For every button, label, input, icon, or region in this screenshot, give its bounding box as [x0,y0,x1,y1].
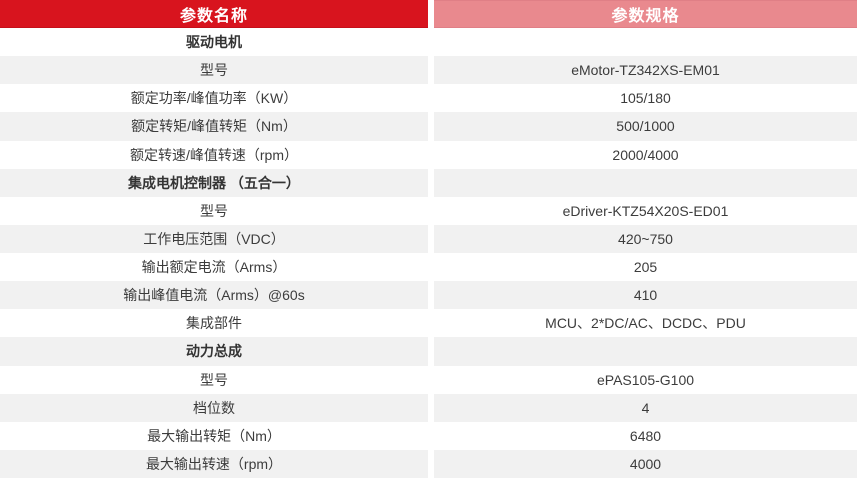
param-name-cell: 额定转速/峰值转速（rpm） [0,140,428,169]
table-row: 额定转矩/峰值转矩（Nm） 500/1000 [0,112,857,141]
param-name-cell: 集成部件 [0,309,428,338]
param-name-cell: 工作电压范围（VDC） [0,224,428,253]
table-row: 驱动电机 [0,28,857,57]
table-row: 型号 ePAS105-G100 [0,365,857,394]
table-row: 额定转速/峰值转速（rpm） 2000/4000 [0,140,857,169]
header-param-spec: 参数规格 [434,0,857,28]
param-spec-cell: eDriver-KTZ54X20S-ED01 [434,196,857,225]
table-body: 驱动电机 型号 eMotor-TZ342XS-EM01 额定功率/峰值功率（KW… [0,28,857,478]
param-spec-cell [434,28,857,57]
table-row: 档位数 4 [0,393,857,422]
table-header-row: 参数名称 参数规格 [0,0,857,28]
param-name-cell: 型号 [0,365,428,394]
param-spec-cell [434,337,857,366]
param-spec-cell: 4 [434,393,857,422]
table-row: 输出峰值电流（Arms）@60s 410 [0,281,857,310]
param-name-cell: 额定功率/峰值功率（KW） [0,84,428,113]
param-spec-cell: ePAS105-G100 [434,365,857,394]
param-name-cell: 额定转矩/峰值转矩（Nm） [0,112,428,141]
param-spec-cell: 105/180 [434,84,857,113]
param-spec-cell: 410 [434,281,857,310]
param-spec-cell: eMotor-TZ342XS-EM01 [434,56,857,85]
param-name-cell: 动力总成 [0,337,428,366]
param-spec-cell: 2000/4000 [434,140,857,169]
param-name-cell: 档位数 [0,393,428,422]
table-row: 型号 eDriver-KTZ54X20S-ED01 [0,196,857,225]
table-row: 输出额定电流（Arms） 205 [0,253,857,282]
param-spec-cell: MCU、2*DC/AC、DCDC、PDU [434,309,857,338]
param-name-cell: 驱动电机 [0,28,428,57]
header-param-name: 参数名称 [0,0,428,28]
table-row: 型号 eMotor-TZ342XS-EM01 [0,56,857,85]
param-name-cell: 型号 [0,56,428,85]
param-name-cell: 集成电机控制器 （五合一） [0,168,428,197]
param-spec-cell: 4000 [434,449,857,478]
table-row: 动力总成 [0,337,857,366]
table-row: 集成部件 MCU、2*DC/AC、DCDC、PDU [0,309,857,338]
param-name-cell: 输出额定电流（Arms） [0,253,428,282]
param-name-cell: 最大输出转速（rpm） [0,449,428,478]
param-spec-cell: 6480 [434,421,857,450]
param-spec-cell: 205 [434,253,857,282]
table-row: 最大输出转速（rpm） 4000 [0,449,857,478]
table-row: 工作电压范围（VDC） 420~750 [0,224,857,253]
param-spec-cell: 500/1000 [434,112,857,141]
param-name-cell: 型号 [0,196,428,225]
table-row: 最大输出转矩（Nm） 6480 [0,421,857,450]
table-row: 集成电机控制器 （五合一） [0,168,857,197]
param-spec-cell: 420~750 [434,224,857,253]
param-name-cell: 输出峰值电流（Arms）@60s [0,281,428,310]
param-spec-cell [434,168,857,197]
param-name-cell: 最大输出转矩（Nm） [0,421,428,450]
table-row: 额定功率/峰值功率（KW） 105/180 [0,84,857,113]
